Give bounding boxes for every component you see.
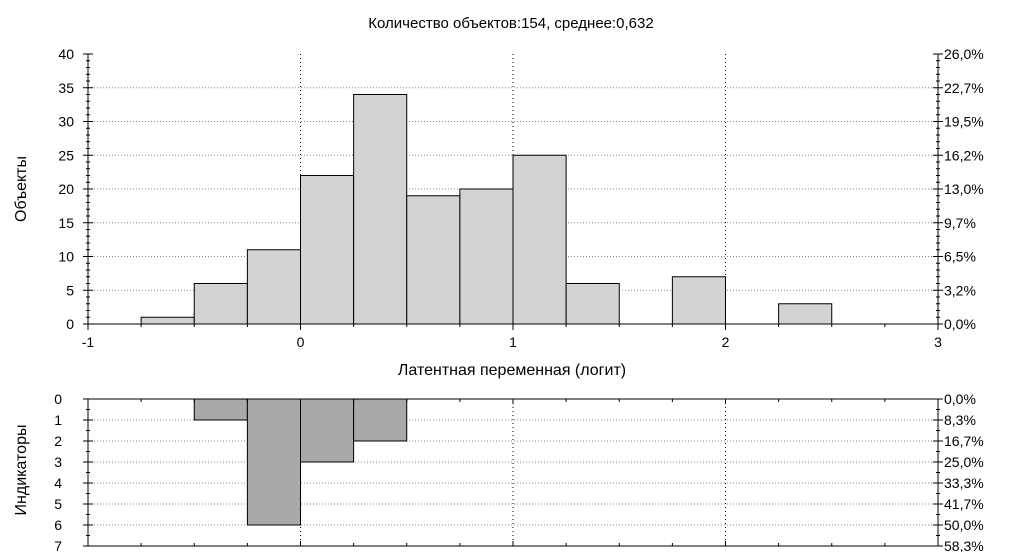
bottom-y2-tick-label: 8,3%: [944, 412, 976, 428]
y-tick-label: 0: [66, 316, 74, 332]
y2-tick-label: 9,7%: [944, 215, 976, 231]
x-axis-label: Латентная переменная (логит): [398, 362, 626, 379]
bottom-y-axis-label: Индикаторы: [13, 425, 30, 516]
bottom-y2-tick-label: 33,3%: [944, 475, 984, 491]
bottom-y-tick-label: 6: [54, 517, 62, 533]
chart-title: Количество объектов:154, среднее:0,632: [368, 15, 653, 32]
y2-tick-label: 22,7%: [944, 80, 984, 96]
bottom-y2-tick-label: 16,7%: [944, 433, 984, 449]
bottom-y2-tick-label: 41,7%: [944, 496, 984, 512]
y2-tick-label: 26,0%: [944, 46, 984, 62]
histogram-bar: [300, 175, 355, 325]
bottom-y2-tick-label: 50,0%: [944, 517, 984, 533]
bottom-indicator-bars: [193, 398, 408, 526]
indicator-bar: [246, 398, 301, 526]
histogram-bar: [246, 249, 301, 325]
y-tick-label: 20: [58, 181, 74, 197]
bottom-grid: [88, 399, 938, 546]
histogram-bar: [778, 303, 833, 325]
indicator-bar: [300, 398, 355, 463]
x-tick-label: 3: [934, 334, 942, 350]
y2-tick-label: 6,5%: [944, 249, 976, 265]
bottom-y2-tick-label: 25,0%: [944, 454, 984, 470]
histogram-bar: [512, 154, 567, 325]
histogram-bar: [353, 94, 408, 325]
bottom-right-percent-labels: 0,0% 8,3% 16,7% 25,0% 33,3% 41,7% 50,0% 58,3%: [944, 391, 984, 552]
top-y-tick-labels: 0 5 10 15 20 25 30 35 40: [58, 46, 74, 332]
bottom-y-tick-label: 7: [54, 538, 62, 552]
bottom-y-tick-label: 2: [54, 433, 62, 449]
indicator-bar: [193, 398, 248, 421]
histogram-bar: [459, 188, 514, 325]
histogram-bar: [140, 316, 195, 325]
bottom-axes: [83, 398, 943, 547]
bottom-y-tick-label: 4: [54, 475, 62, 491]
top-x-tick-labels: -1 0 1 2 3: [82, 334, 942, 350]
top-histogram-bars: [140, 94, 833, 325]
bottom-y2-tick-label: 0,0%: [944, 391, 976, 407]
histogram-bar: [671, 276, 726, 325]
y2-tick-label: 0,0%: [944, 316, 976, 332]
bottom-y-tick-label: 1: [54, 412, 62, 428]
x-tick-label: 0: [297, 334, 305, 350]
bottom-y-tick-labels: 0 1 2 3 4 5 6 7: [54, 391, 62, 552]
y-tick-label: 40: [58, 46, 74, 62]
y2-tick-label: 3,2%: [944, 282, 976, 298]
top-right-percent-labels: 0,0% 3,2% 6,5% 9,7% 13,0% 16,2% 19,5% 22,7% 26,0…: [944, 46, 984, 332]
x-tick-label: -1: [82, 334, 95, 350]
bottom-y-tick-label: 0: [54, 391, 62, 407]
y2-tick-label: 16,2%: [944, 147, 984, 163]
top-axes: [83, 53, 943, 330]
bottom-y2-tick-label: 58,3%: [944, 538, 984, 552]
bottom-y-tick-label: 5: [54, 496, 62, 512]
histogram-bar: [406, 195, 461, 325]
indicator-bar: [353, 398, 408, 442]
y-tick-label: 35: [58, 80, 74, 96]
y-tick-label: 25: [58, 147, 74, 163]
histogram-bar: [193, 283, 248, 325]
y-tick-label: 15: [58, 215, 74, 231]
x-tick-label: 1: [509, 334, 517, 350]
y2-tick-label: 19,5%: [944, 114, 984, 130]
y-tick-label: 30: [58, 114, 74, 130]
y2-tick-label: 13,0%: [944, 181, 984, 197]
y-tick-label: 5: [66, 282, 74, 298]
y-tick-label: 10: [58, 249, 74, 265]
x-tick-label: 2: [722, 334, 730, 350]
bottom-y-tick-label: 3: [54, 454, 62, 470]
y-axis-label: Объекты: [13, 156, 30, 222]
histogram-bar: [565, 283, 620, 325]
